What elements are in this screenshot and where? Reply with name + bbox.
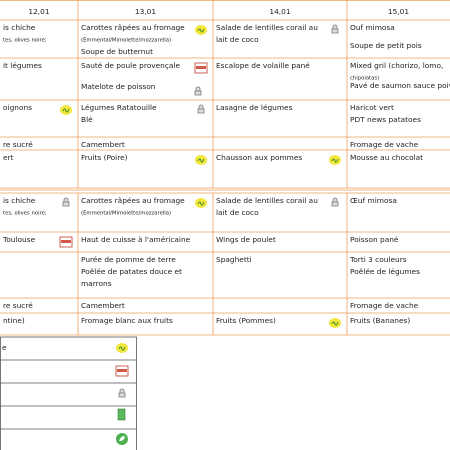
label-icon-band [196, 66, 206, 69]
menu-item: Spaghetti [216, 255, 252, 264]
menu-item: ntine) [3, 316, 25, 325]
table-grid [0, 0, 450, 336]
menu-item: Fruits (Pommes) [216, 316, 276, 325]
menu-item: re sucré [3, 301, 33, 310]
menu-item: Lasagne de légumes [216, 103, 293, 112]
lock-icon [331, 24, 339, 34]
bio-icon-mark [197, 201, 205, 206]
bio-icon-mark [118, 346, 126, 351]
menu-item: Camembert [81, 301, 125, 310]
lock-icon [62, 197, 70, 207]
menu-item: oignons [3, 103, 32, 112]
menu-item: Torti 3 couleurs [349, 255, 407, 264]
bio-icon-mark [197, 158, 205, 163]
leaf-icon-mark [119, 436, 125, 442]
menu-item: Carottes râpées au fromage [81, 196, 185, 205]
lock-icon [331, 197, 339, 207]
lock-icon [194, 86, 202, 96]
menu-item: (Emmental/Mimolette/mozzarella) [81, 38, 171, 44]
date-header: 14,01 [269, 7, 290, 16]
lock-icon [118, 388, 126, 398]
menu-item: tes, olives noire; [3, 38, 47, 44]
menu-item: Carottes râpées au fromage [81, 23, 185, 32]
menu-item: Sauté de poule provençale [81, 61, 180, 70]
menu-item: Matelote de poisson [81, 82, 156, 91]
menu-item: lait de coco [216, 35, 259, 44]
menu-item: re sucré [3, 140, 33, 149]
menu-item: Salade de lentilles corail au [216, 23, 318, 32]
date-header: 13,01 [135, 7, 156, 16]
menu-item: Fromage blanc aux fruits [81, 316, 173, 325]
menu-item: ert [3, 153, 14, 162]
menu-item: marrons [81, 279, 112, 288]
menu-item: Œuf mimosa [350, 196, 397, 205]
menu-item: Mousse au chocolat [350, 153, 423, 162]
menu-item: Fruits (Bananes) [350, 316, 410, 325]
menu-item: Fromage de vache [350, 140, 419, 149]
label-icon-band [117, 369, 127, 372]
menu-item: Escalope de volaille pané [216, 61, 310, 70]
menu-item: Poêlée de patates douce et [81, 267, 182, 276]
bio-icon-mark [197, 28, 205, 33]
menu-item: Wings de poulet [216, 235, 276, 244]
legend-label: e [2, 343, 7, 352]
menu-item: Poisson pané [350, 235, 399, 244]
menu-item: Ouf mimosa [350, 23, 395, 32]
menu-item: Chausson aux pommes [216, 153, 302, 162]
menu-item: Soupe de petit pois [350, 41, 422, 50]
menu-item: Légumes Ratatouille [81, 103, 157, 112]
menu-item: Salade de lentilles corail au [216, 196, 318, 205]
menu-item: Haricot vert [350, 103, 394, 112]
menu-item: tes, olives noire; [3, 211, 47, 217]
menu-item: (Emmental/Mimolette/mozzarella) [81, 211, 171, 217]
label-icon-band [61, 240, 71, 243]
menu-item: Blé [81, 115, 93, 124]
menu-item: chipolatas) [350, 76, 379, 82]
menu-item: lait de coco [216, 208, 259, 217]
menu-item: Soupe de butternut [81, 47, 153, 56]
menu-item: Poêlée de légumes [350, 267, 420, 276]
menu-item: Toulouse [2, 235, 36, 244]
bio-icon-mark [331, 321, 339, 326]
green-icon [117, 408, 126, 421]
menu-item: Pavé de saumon sauce poivro [350, 81, 450, 90]
menu-item: Haut de cuisse à l'américaine [81, 235, 191, 244]
menu-item: Fromage de vache [350, 301, 419, 310]
menu-item: Purée de pomme de terre [81, 255, 176, 264]
date-header: 15,01 [388, 7, 409, 16]
bio-icon-mark [62, 108, 70, 113]
menu-item: is chiche [3, 23, 36, 32]
menu-item: is chiche [3, 196, 36, 205]
menu-item: Camembert [81, 140, 125, 149]
date-header: 12,01 [28, 7, 49, 16]
menu-item: Mixed gril (chorizo, lomo, [350, 61, 443, 70]
lock-icon [197, 104, 205, 114]
legend-box [0, 336, 137, 450]
menu-item: it légumes [3, 61, 42, 70]
menu-item: Fruits (Poire) [81, 153, 128, 162]
bio-icon-mark [331, 158, 339, 163]
menu-item: PDT news patatoes [350, 115, 421, 124]
